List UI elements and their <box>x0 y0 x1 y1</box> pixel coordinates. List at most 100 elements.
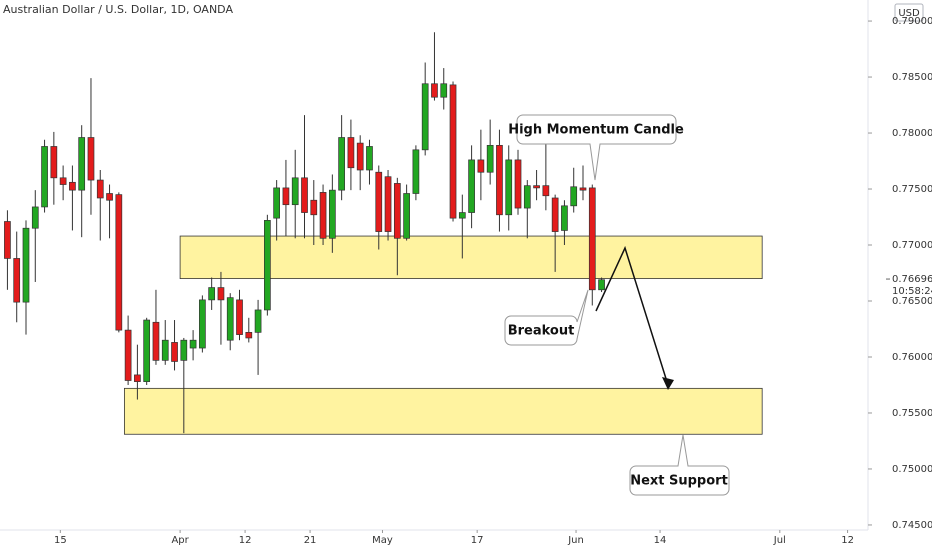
x-tick-label: 14 <box>654 535 667 546</box>
projection-arrow <box>595 245 669 386</box>
candle-body <box>310 199 318 216</box>
candle-body <box>264 220 271 311</box>
candle-body <box>50 146 58 179</box>
candle-body <box>514 159 522 209</box>
candle-body <box>291 177 299 206</box>
candle-body <box>579 187 587 191</box>
y-tick-label: 0.76000 <box>892 352 932 363</box>
x-tick-label: Jun <box>567 535 584 546</box>
candle-body <box>189 339 197 349</box>
candle-body <box>496 144 503 216</box>
candle-body <box>87 137 95 181</box>
x-tick-label: 17 <box>471 535 484 546</box>
candle-body <box>366 146 373 171</box>
last-price: 0.76696 <box>892 274 932 285</box>
candle-body <box>96 179 104 199</box>
candle-body <box>393 183 401 239</box>
currency-box <box>894 3 924 22</box>
candle-body <box>226 297 234 341</box>
candle-body <box>505 159 513 216</box>
candle-body <box>106 193 113 201</box>
candle-body <box>570 186 578 207</box>
candle-body <box>412 149 420 194</box>
y-tick-label: 0.78000 <box>892 128 932 139</box>
x-tick-label: May <box>372 535 393 546</box>
zone <box>179 235 763 280</box>
y-tick-label: 0.78500 <box>892 72 932 83</box>
candle-body <box>180 339 188 361</box>
candle-body <box>22 227 30 303</box>
axes: 0.79000 0.78500 0.78000 0.77500 0.77000 0.765… <box>54 16 932 546</box>
candle-body <box>431 83 438 98</box>
y-tick-label: 0.76500 <box>892 296 932 307</box>
callout-box <box>629 434 730 496</box>
x-tick-label: 21 <box>304 535 317 546</box>
candle-body <box>338 137 345 191</box>
candle-body <box>282 187 290 206</box>
candle-body <box>449 84 457 219</box>
candle-body <box>78 137 86 191</box>
candle-body <box>551 197 559 232</box>
candle-body <box>347 137 355 169</box>
y-tick-label: 0.77500 <box>892 184 932 195</box>
candle-body <box>542 185 550 197</box>
candle-body <box>217 287 225 301</box>
candles <box>4 32 605 434</box>
x-tick-label: Apr <box>171 535 189 546</box>
candle-body <box>208 287 216 301</box>
candle-body <box>245 332 253 339</box>
candle-body <box>440 83 448 98</box>
candle-body <box>134 374 141 382</box>
callout-box <box>504 289 589 346</box>
annotation: High Momentum Candle <box>508 123 684 138</box>
candle-body <box>69 181 76 191</box>
candle-body <box>199 299 206 349</box>
candle-body <box>41 146 48 208</box>
candle-body <box>161 339 169 361</box>
candle-body <box>561 205 568 231</box>
currency: USD <box>898 8 920 19</box>
x-tick-label: Jul <box>773 535 786 546</box>
candle-body <box>356 142 364 171</box>
candle-body <box>31 206 39 229</box>
callout-box <box>516 114 677 181</box>
candle-body <box>115 194 123 331</box>
candle-body <box>477 159 485 173</box>
zone <box>123 387 763 435</box>
candle-body <box>486 144 494 173</box>
candle-body <box>143 319 151 382</box>
y-tick-label: 0.77000 <box>892 240 932 251</box>
candle-body <box>236 299 243 335</box>
candle-body <box>4 221 11 259</box>
y-tick-label: 0.74500 <box>892 520 932 531</box>
x-tick-label: 15 <box>54 535 67 546</box>
candle-body <box>403 193 410 239</box>
x-tick-label: 12 <box>841 535 854 546</box>
zones <box>123 235 763 435</box>
x-tick-label: 12 <box>239 535 252 546</box>
y-tick-label: 0.79000 <box>892 16 932 27</box>
chart-title: Australian Dollar / U.S. Dollar, 1D, OAN… <box>3 3 233 16</box>
arrow-head <box>662 377 674 390</box>
candle-body <box>124 329 132 381</box>
candle-body <box>384 176 392 232</box>
annotation: Breakout <box>508 324 575 339</box>
candle-body <box>533 185 540 189</box>
annotation: Next Support <box>630 474 728 489</box>
candle-body <box>458 212 466 219</box>
y-tick-label: 0.75500 <box>892 408 932 419</box>
candle-body <box>468 159 475 213</box>
candle-body <box>254 309 262 333</box>
candle-body <box>171 342 178 362</box>
countdown: 10:58:24 <box>892 286 932 297</box>
candle-body <box>375 171 383 232</box>
candle-body <box>301 177 308 213</box>
candle-body <box>588 187 596 291</box>
candle-body <box>523 185 531 209</box>
candle-body <box>598 279 605 291</box>
candle-body <box>273 187 280 219</box>
y-tick-label: 0.75000 <box>892 464 932 475</box>
candle-body <box>328 189 336 239</box>
candle-body <box>421 83 429 151</box>
